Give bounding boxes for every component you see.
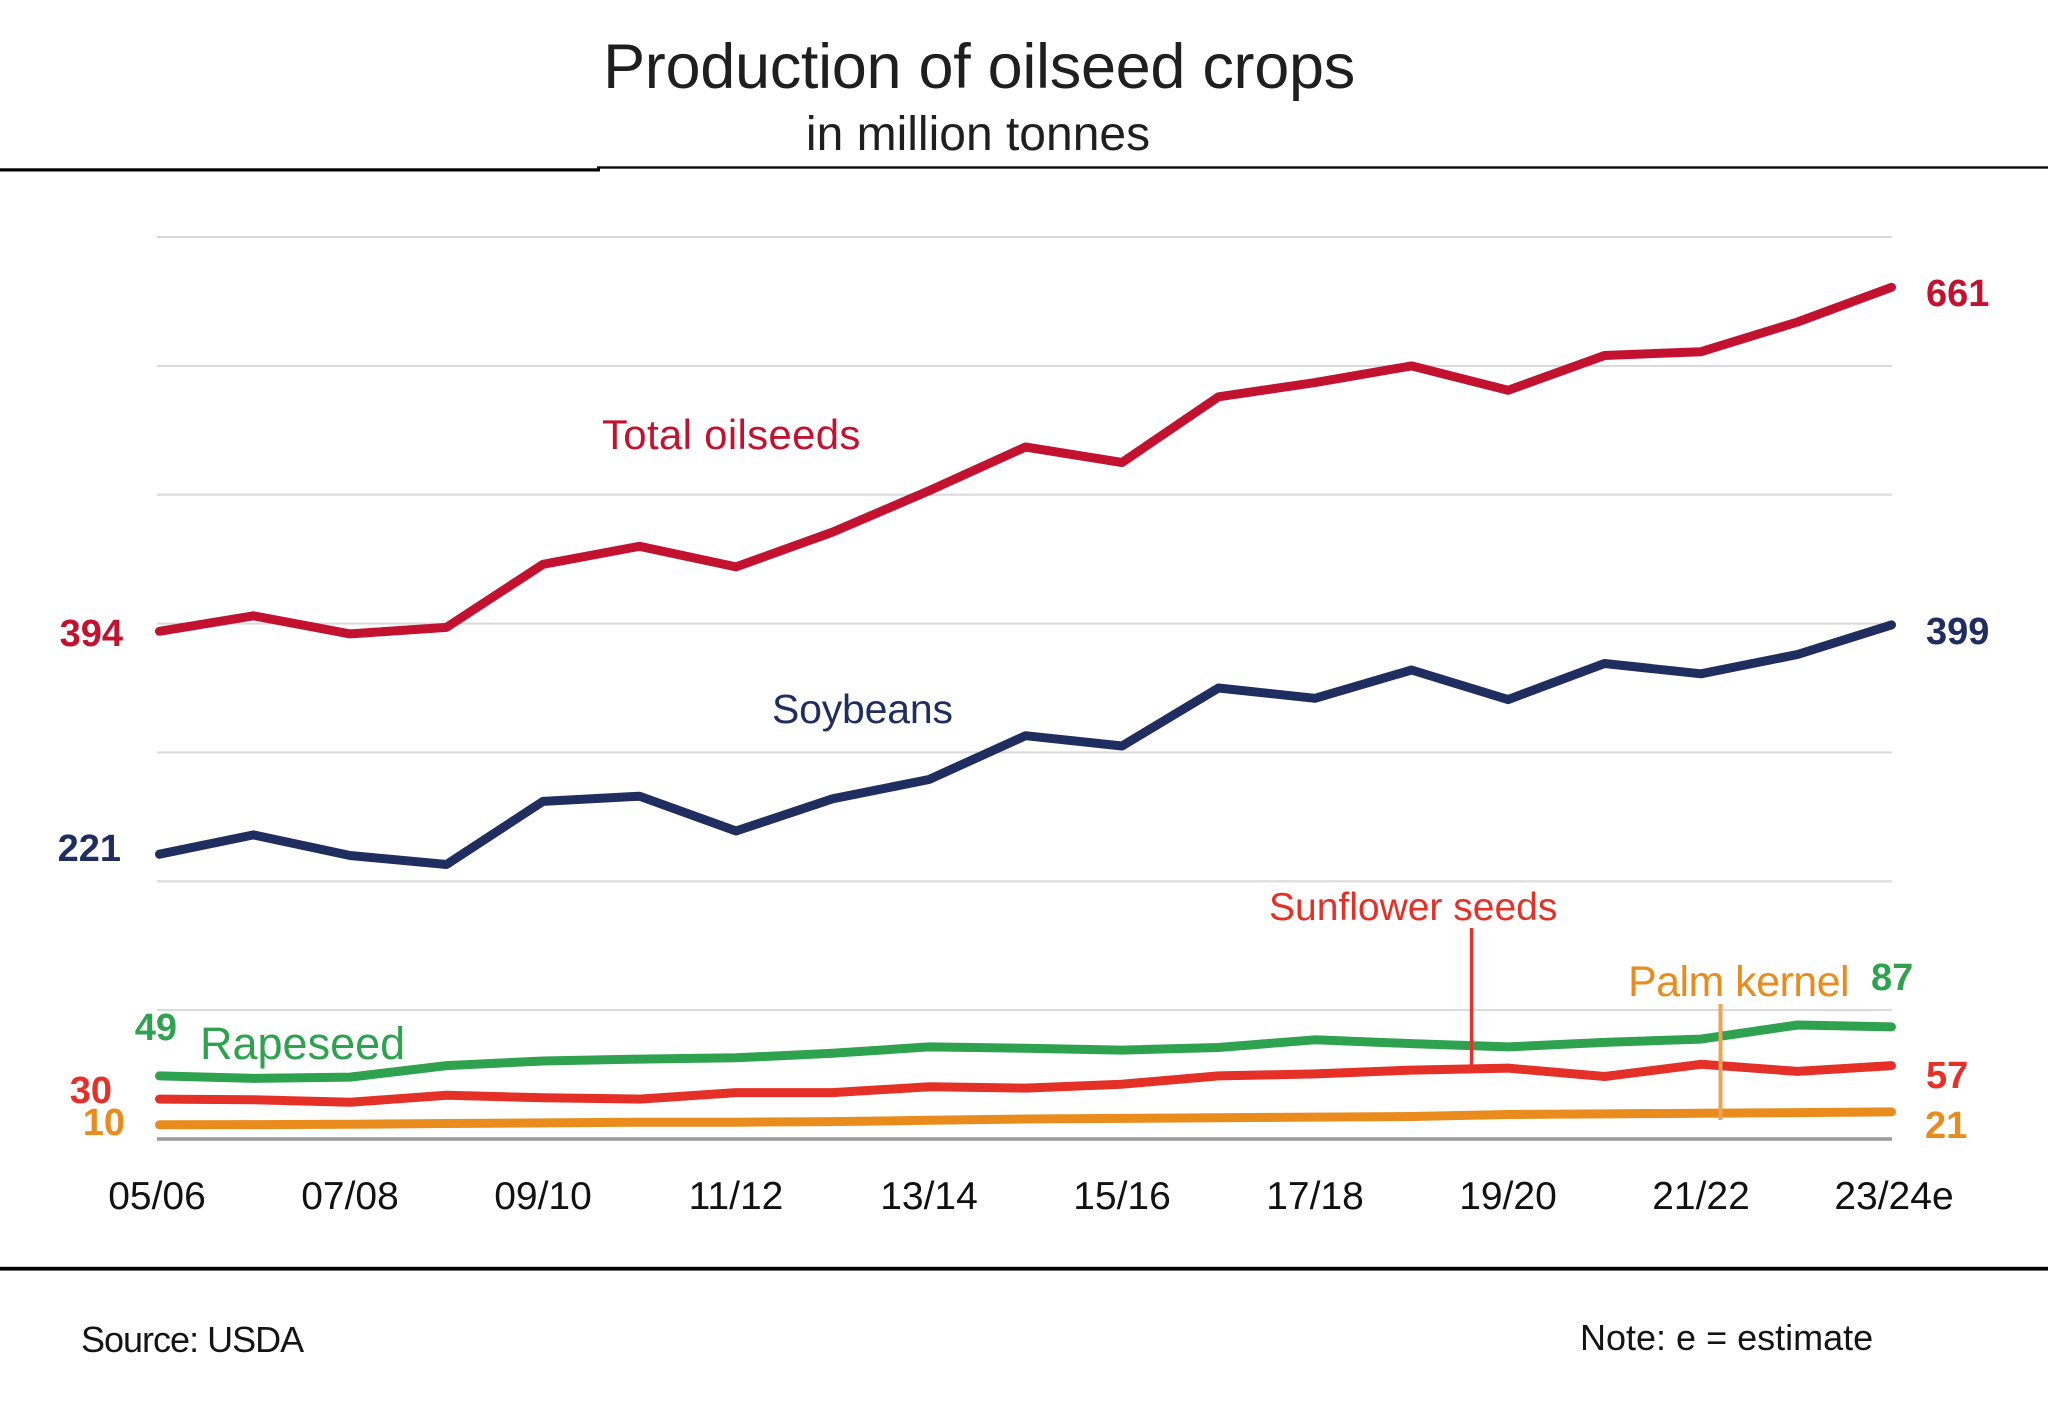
svg-text:Sunflower seeds: Sunflower seeds [1269, 886, 1557, 929]
svg-text:21: 21 [1925, 1105, 1967, 1147]
svg-text:661: 661 [1926, 273, 1989, 315]
svg-text:in million tonnes: in million tonnes [806, 108, 1150, 161]
svg-text:10: 10 [83, 1102, 125, 1144]
svg-text:Soybeans: Soybeans [772, 686, 953, 732]
svg-text:Palm kernel: Palm kernel [1628, 958, 1849, 1006]
svg-text:Rapeseed: Rapeseed [200, 1018, 405, 1069]
svg-text:09/10: 09/10 [494, 1175, 592, 1218]
svg-text:Production of oilseed crops: Production of oilseed crops [603, 32, 1355, 102]
svg-text:21/22: 21/22 [1652, 1175, 1750, 1218]
svg-text:49: 49 [135, 1007, 177, 1049]
svg-text:221: 221 [58, 828, 121, 870]
svg-text:07/08: 07/08 [301, 1175, 399, 1218]
svg-text:30: 30 [70, 1070, 112, 1112]
svg-text:19/20: 19/20 [1459, 1175, 1557, 1218]
svg-text:57: 57 [1926, 1055, 1968, 1097]
svg-text:Source: USDA: Source: USDA [81, 1319, 304, 1360]
svg-text:87: 87 [1871, 957, 1913, 999]
svg-text:Note: e = estimate: Note: e = estimate [1580, 1317, 1873, 1358]
svg-text:399: 399 [1926, 611, 1989, 653]
svg-text:11/12: 11/12 [689, 1175, 784, 1218]
svg-text:13/14: 13/14 [880, 1175, 978, 1218]
svg-text:17/18: 17/18 [1266, 1175, 1364, 1218]
svg-text:15/16: 15/16 [1073, 1175, 1171, 1218]
svg-text:394: 394 [60, 613, 123, 655]
svg-text:23/24e: 23/24e [1834, 1175, 1953, 1218]
svg-text:Total oilseeds: Total oilseeds [602, 411, 861, 458]
svg-text:05/06: 05/06 [108, 1175, 206, 1218]
